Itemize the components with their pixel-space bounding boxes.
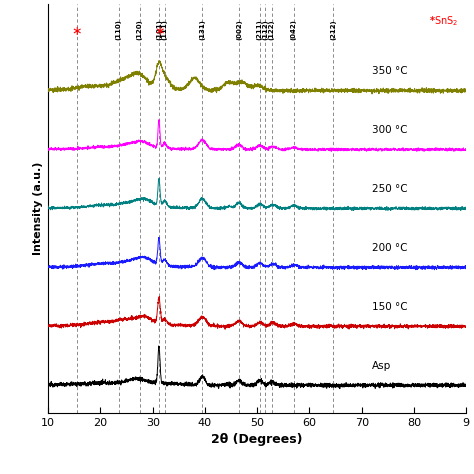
Text: (131): (131) <box>200 18 205 39</box>
Text: (101): (101) <box>156 18 162 39</box>
Text: (211): (211) <box>257 19 263 39</box>
Text: 300 °C: 300 °C <box>372 125 408 135</box>
Text: $\mathbf{*}$SnS$_2$: $\mathbf{*}$SnS$_2$ <box>429 14 458 28</box>
Text: 250 °C: 250 °C <box>372 184 408 194</box>
Text: Asp: Asp <box>372 361 392 371</box>
Text: $\ast$: $\ast$ <box>72 25 82 38</box>
Text: (002): (002) <box>236 19 242 39</box>
Text: 350 °C: 350 °C <box>372 66 408 76</box>
Text: (122): (122) <box>269 19 275 39</box>
Text: (111): (111) <box>162 18 168 39</box>
Text: (120): (120) <box>137 19 143 39</box>
Text: (212): (212) <box>330 19 336 39</box>
Text: (110): (110) <box>116 18 122 39</box>
Text: 200 °C: 200 °C <box>372 243 408 253</box>
Text: $\ast$: $\ast$ <box>154 25 164 38</box>
Text: (112): (112) <box>262 19 268 39</box>
X-axis label: 2θ (Degrees): 2θ (Degrees) <box>211 433 303 446</box>
Text: 150 °C: 150 °C <box>372 301 408 311</box>
Y-axis label: Intensity (a.u.): Intensity (a.u.) <box>33 162 43 255</box>
Text: (042): (042) <box>291 18 297 39</box>
